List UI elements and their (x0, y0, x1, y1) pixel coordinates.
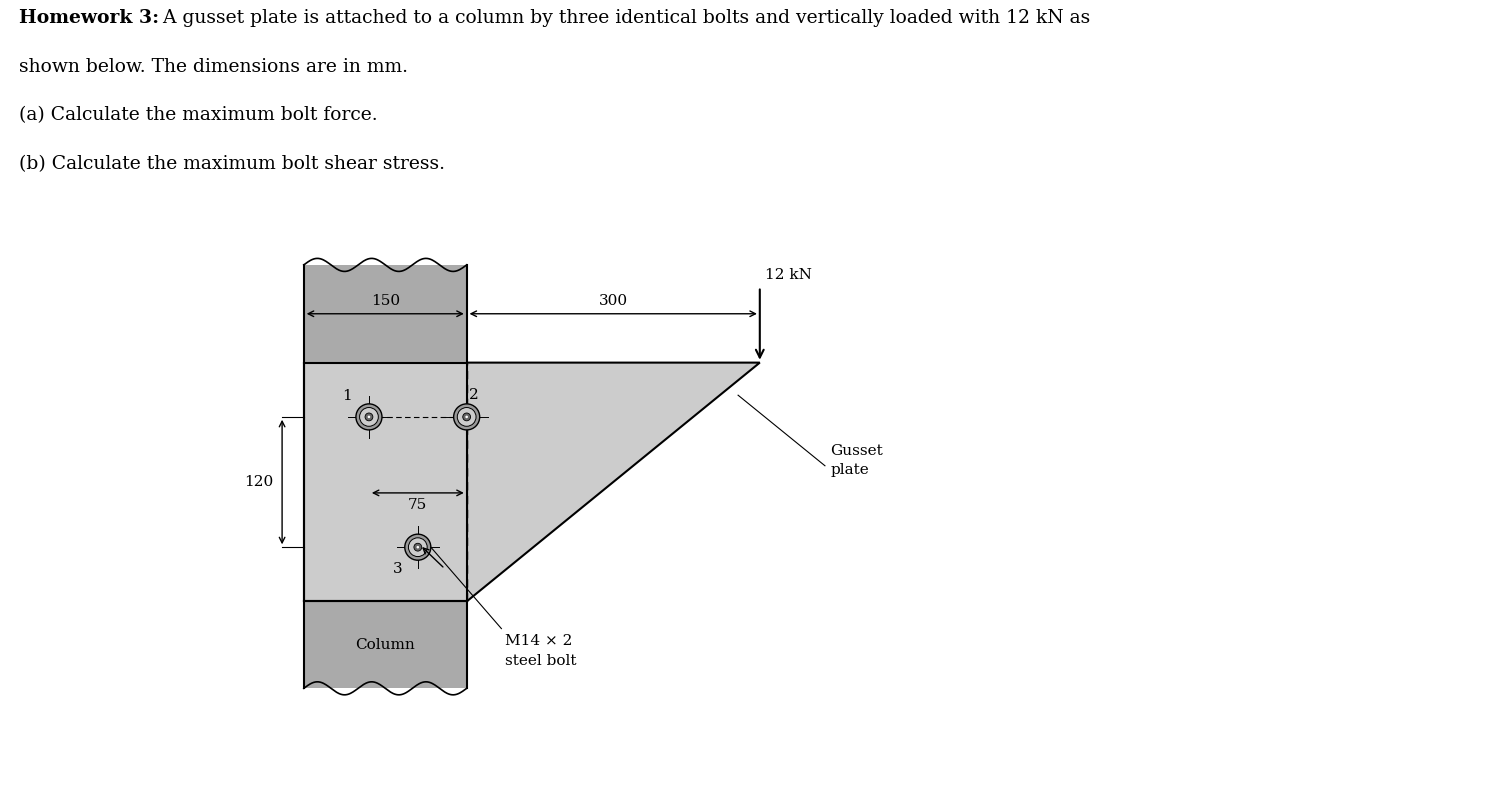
Text: Homework 3:: Homework 3: (19, 9, 160, 27)
Text: 12 kN: 12 kN (766, 268, 812, 282)
Text: (a) Calculate the maximum bolt force.: (a) Calculate the maximum bolt force. (19, 106, 378, 124)
Text: 120: 120 (244, 475, 274, 489)
Text: 150: 150 (371, 294, 399, 308)
Circle shape (356, 404, 381, 430)
Text: shown below. The dimensions are in mm.: shown below. The dimensions are in mm. (19, 58, 408, 76)
Text: 3: 3 (393, 562, 402, 577)
Bar (304, 601, 467, 688)
Bar (304, 265, 467, 362)
Text: (b) Calculate the maximum bolt shear stress.: (b) Calculate the maximum bolt shear str… (19, 155, 446, 173)
Text: A gusset plate is attached to a column by three identical bolts and vertically l: A gusset plate is attached to a column b… (157, 9, 1091, 27)
Text: 75: 75 (408, 498, 428, 513)
Circle shape (359, 407, 378, 426)
Circle shape (465, 415, 468, 418)
Circle shape (368, 415, 370, 418)
Circle shape (458, 407, 476, 426)
Circle shape (462, 413, 471, 421)
Text: 2: 2 (468, 388, 479, 402)
Polygon shape (467, 362, 760, 601)
Circle shape (408, 538, 428, 557)
Text: 1: 1 (341, 389, 352, 403)
Circle shape (365, 413, 373, 421)
Circle shape (453, 404, 480, 430)
Bar (304, 265, 467, 688)
Circle shape (405, 534, 431, 560)
Text: Column: Column (356, 638, 414, 652)
Circle shape (414, 543, 422, 551)
Text: 300: 300 (598, 294, 628, 308)
Text: Gusset
plate: Gusset plate (830, 444, 883, 477)
Text: M14 × 2
steel bolt: M14 × 2 steel bolt (504, 634, 576, 668)
Bar (304, 362, 467, 601)
Circle shape (416, 546, 419, 548)
